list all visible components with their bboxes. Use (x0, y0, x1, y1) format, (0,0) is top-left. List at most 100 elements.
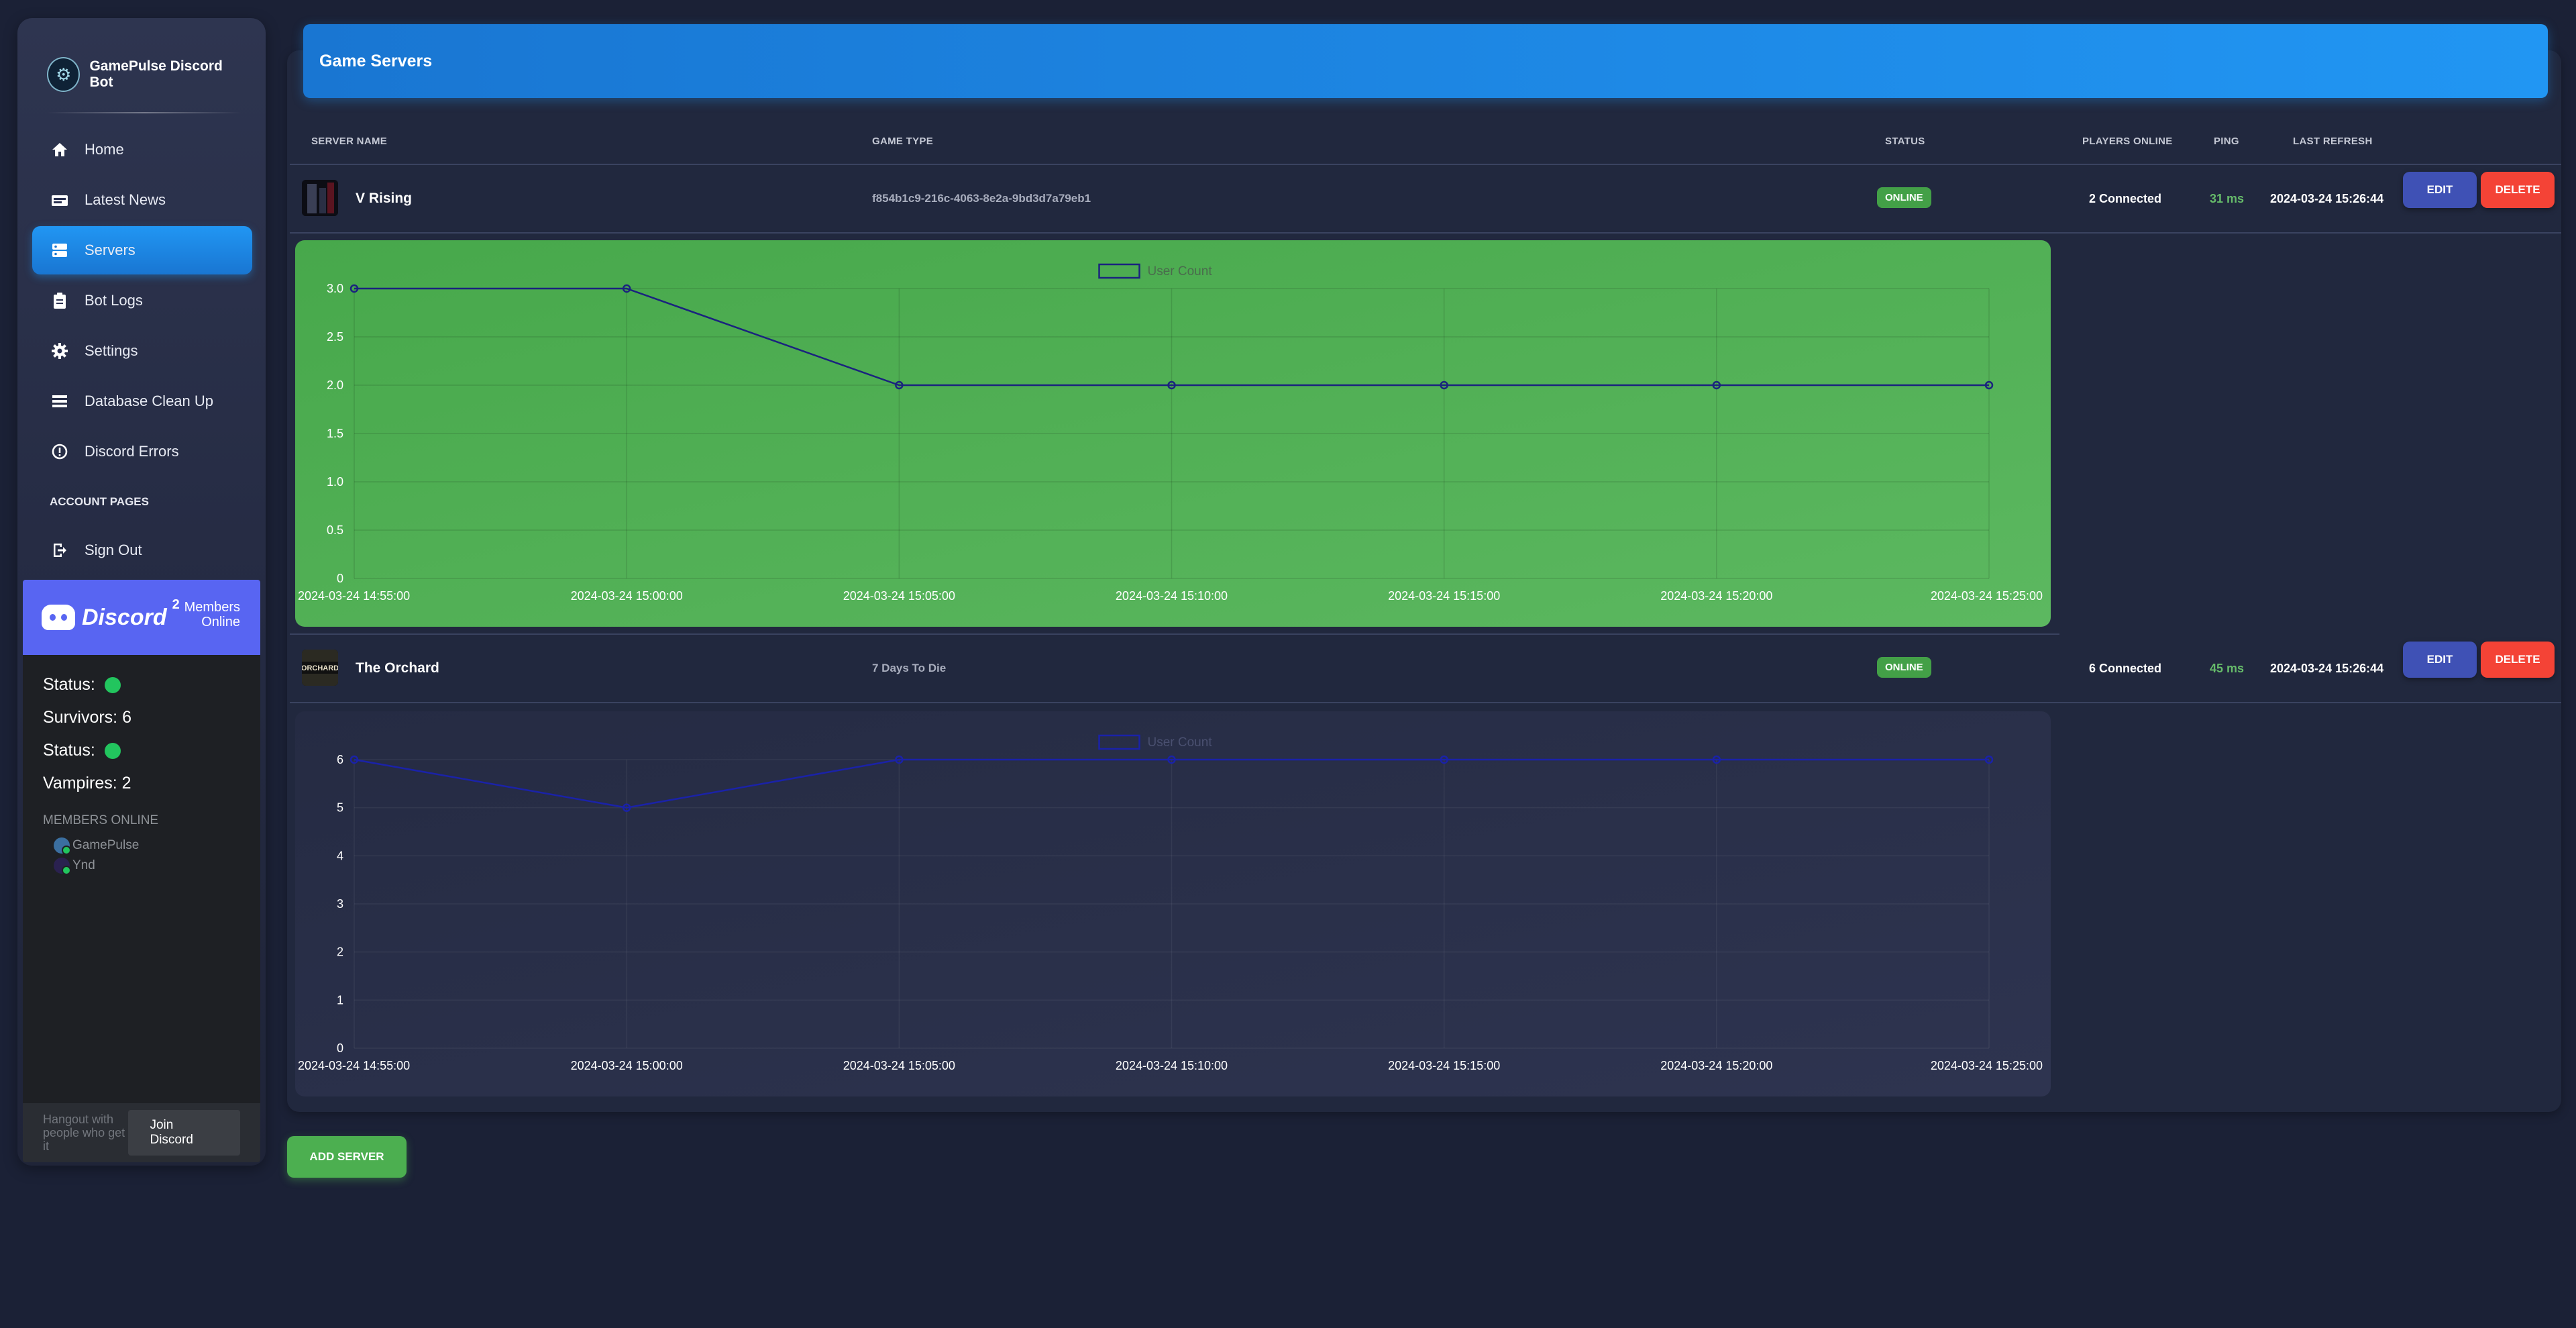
brand-title: GamePulse Discord Bot (89, 58, 223, 90)
server-thumbnail (302, 180, 338, 216)
x-tick-label: 2024-03-24 15:05:00 (843, 589, 955, 603)
sidebar-item-bot-logs[interactable]: Bot Logs (32, 276, 252, 325)
sidebar-item-servers[interactable]: Servers (32, 226, 252, 274)
sidebar-item-label: Servers (85, 242, 136, 258)
member-name: Ynd (72, 858, 95, 872)
sidebar-item-label: Settings (85, 342, 138, 359)
y-tick-label: 0.5 (327, 523, 343, 537)
gear-icon (50, 341, 70, 361)
pulse-logo-icon: ⚙ (47, 57, 80, 92)
y-tick-label: 3 (337, 897, 343, 911)
sidebar-item-database-clean-up[interactable]: Database Clean Up (32, 377, 252, 425)
data-point (350, 284, 359, 293)
data-point (350, 755, 359, 764)
legend-swatch (1098, 263, 1140, 279)
row-divider (290, 633, 2059, 635)
status-badge: ONLINE (1877, 187, 1931, 208)
data-point (1440, 380, 1448, 390)
th-players-online: PLAYERS ONLINE (2082, 136, 2173, 147)
discord-widget: Discord 2 Members Online Status: Survivo… (23, 580, 260, 1162)
status-label: Status: (43, 675, 95, 694)
sign-out-icon (50, 540, 70, 560)
account-pages-heading: ACCOUNT PAGES (50, 495, 149, 508)
sidebar-item-label: Database Clean Up (85, 393, 214, 409)
sidebar-item-home[interactable]: Home (32, 125, 252, 174)
sidebar-item-latest-news[interactable]: Latest News (32, 176, 252, 224)
delete-button[interactable]: DELETE (2481, 642, 2555, 678)
member-item[interactable]: GamePulse (54, 837, 240, 855)
data-point (1984, 380, 1994, 390)
server-name: The Orchard (356, 660, 439, 676)
discord-widget-header: Discord 2 Members Online (23, 580, 260, 655)
y-tick-label: 0 (337, 572, 343, 585)
edit-button[interactable]: EDIT (2403, 642, 2477, 678)
y-tick-label: 5 (337, 801, 343, 815)
x-tick-label: 2024-03-24 15:15:00 (1388, 589, 1500, 603)
brand[interactable]: ⚙ GamePulse Discord Bot (47, 42, 241, 107)
online-dot (104, 742, 121, 759)
sidebar-item-sign-out[interactable]: Sign Out (32, 526, 252, 574)
x-tick-label: 2024-03-24 14:55:00 (298, 1059, 410, 1072)
data-point (1167, 755, 1176, 764)
x-tick-label: 2024-03-24 15:20:00 (1660, 1059, 1772, 1072)
y-tick-label: 3.0 (327, 282, 343, 295)
members-online-heading: MEMBERS ONLINE (43, 813, 159, 827)
sidebar-item-discord-errors[interactable]: Discord Errors (32, 427, 252, 476)
sidebar-item-label: Latest News (85, 191, 166, 208)
alert-icon (50, 442, 70, 462)
delete-button[interactable]: DELETE (2481, 172, 2555, 208)
status-badge: ONLINE (1877, 657, 1931, 678)
y-tick-label: 2.0 (327, 378, 343, 392)
sidebar-item-label: Discord Errors (85, 443, 179, 460)
discord-widget-footer: Hangout with people who get it Join Disc… (23, 1103, 260, 1162)
status-line: Status: (43, 741, 240, 760)
x-tick-label: 2024-03-24 15:15:00 (1388, 1059, 1500, 1072)
home-icon (50, 140, 70, 160)
servers-icon (50, 240, 70, 260)
svg-text:ORCHARD: ORCHARD (302, 664, 338, 672)
line-chart: 0 1 2 3 4 5 6 2024-03-24 14:55:00 2024-03-24 15:… (295, 711, 2051, 1096)
data-point (1167, 380, 1176, 390)
y-tick-label: 6 (337, 753, 343, 766)
row-divider (290, 702, 2561, 703)
discord-wordmark: Discord (82, 604, 167, 630)
sidebar-item-label: Home (85, 141, 124, 158)
vampires-label: Vampires: 2 (43, 774, 131, 793)
x-tick-label: 2024-03-24 15:20:00 (1660, 589, 1772, 603)
game-type: 7 Days To Die (872, 662, 947, 674)
y-tick-label: 2.5 (327, 330, 343, 344)
line-chart: 0 0.5 1.0 1.5 2.0 2.5 3.0 2024-03-24 14:55:00 20… (295, 240, 2051, 627)
sidebar-item-label: Sign Out (85, 542, 142, 558)
join-discord-button[interactable]: Join Discord (128, 1110, 240, 1156)
row-divider (290, 232, 2561, 234)
last-refresh: 2024-03-24 15:26:44 (2270, 662, 2384, 675)
avatar (54, 837, 71, 855)
legend-label: User Count (1148, 264, 1213, 278)
game-type: f854b1c9-216c-4063-8e2a-9bd3d7a79eb1 (872, 192, 1091, 205)
member-count: 2 (172, 597, 180, 612)
survivors-line: Survivors: 6 (43, 708, 240, 727)
add-server-button[interactable]: ADD SERVER (287, 1136, 407, 1178)
sidebar-item-settings[interactable]: Settings (32, 327, 252, 375)
series-line (354, 287, 1989, 387)
member-item[interactable]: Ynd (54, 858, 240, 875)
edit-button[interactable]: EDIT (2403, 172, 2477, 208)
discord-icon (42, 605, 75, 630)
players-online: 2 Connected (2089, 192, 2162, 205)
x-tick-label: 2024-03-24 15:10:00 (1116, 589, 1228, 603)
legend-swatch (1098, 734, 1140, 750)
sidebar-nav: Home Latest News Servers Bot Logs Settin… (32, 125, 252, 576)
status-label: Status: (43, 741, 95, 760)
x-tick-label: 2024-03-24 15:25:00 (1931, 1059, 2043, 1072)
user-count-chart-2: 0 1 2 3 4 5 6 2024-03-24 14:55:00 2024-03-24 15:… (295, 711, 2051, 1096)
ping-value: 31 ms (2210, 192, 2245, 205)
data-point (1712, 755, 1721, 764)
online-dot (104, 676, 121, 693)
members-online-count: 2 Members Online (172, 597, 240, 629)
member-name: GamePulse (72, 838, 140, 852)
data-point (1984, 755, 1994, 764)
discord-logo: Discord (42, 605, 167, 631)
y-tick-label: 2 (337, 946, 343, 959)
news-icon (50, 190, 70, 210)
data-point (895, 380, 904, 390)
